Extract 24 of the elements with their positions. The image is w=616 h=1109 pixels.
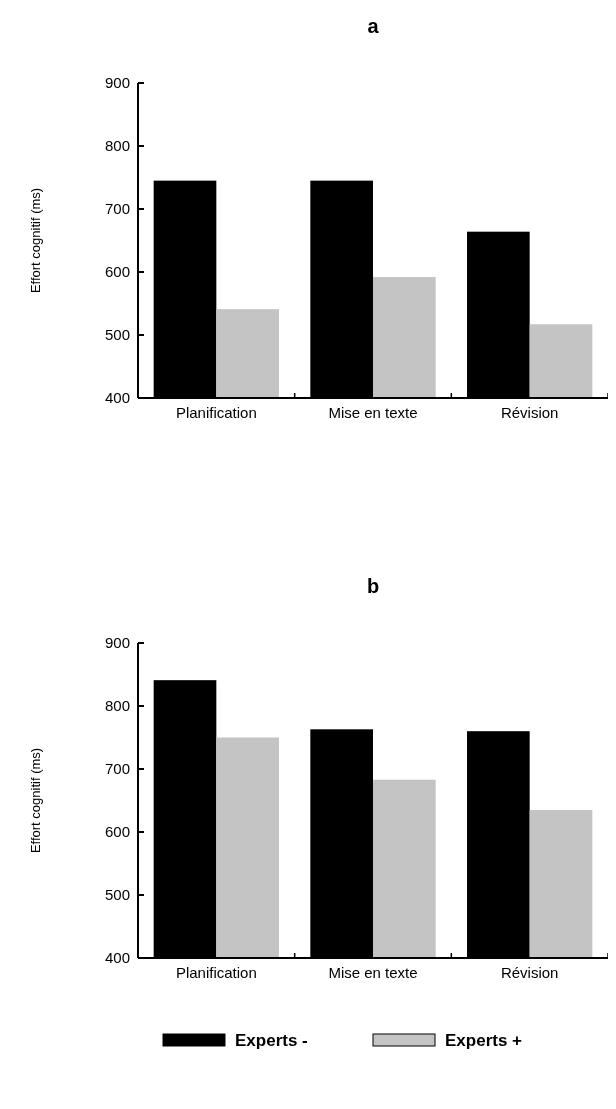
x-tick-label: Révision: [500, 404, 559, 421]
y-axis-title: Effort cognitif (ms): [28, 187, 43, 294]
y-tick-label: 400: [104, 949, 130, 966]
y-tick-label: 800: [104, 137, 130, 154]
x-tick-label: Mise en texte: [328, 404, 418, 421]
y-tick-label: 400: [104, 389, 130, 406]
y-tick-label: 500: [104, 326, 130, 343]
chart-title: b: [366, 575, 380, 597]
y-tick-label: 700: [104, 200, 130, 217]
y-tick-label: 600: [104, 823, 130, 840]
y-tick-label: 800: [104, 697, 130, 714]
x-tick-label: Planification: [175, 964, 257, 981]
x-tick-label: Planification: [175, 404, 257, 421]
x-tick-label: Révision: [500, 964, 559, 981]
chart-title: a: [367, 15, 380, 37]
legend-label: Experts -: [235, 1031, 308, 1050]
x-tick-label: Mise en texte: [328, 964, 418, 981]
legend-label: Experts +: [445, 1031, 523, 1050]
y-tick-label: 600: [104, 263, 130, 280]
y-tick-label: 900: [104, 74, 130, 91]
y-tick-label: 500: [104, 886, 130, 903]
y-tick-label: 900: [104, 634, 130, 651]
y-tick-label: 700: [104, 760, 130, 777]
y-axis-title: Effort cognitif (ms): [28, 747, 43, 854]
